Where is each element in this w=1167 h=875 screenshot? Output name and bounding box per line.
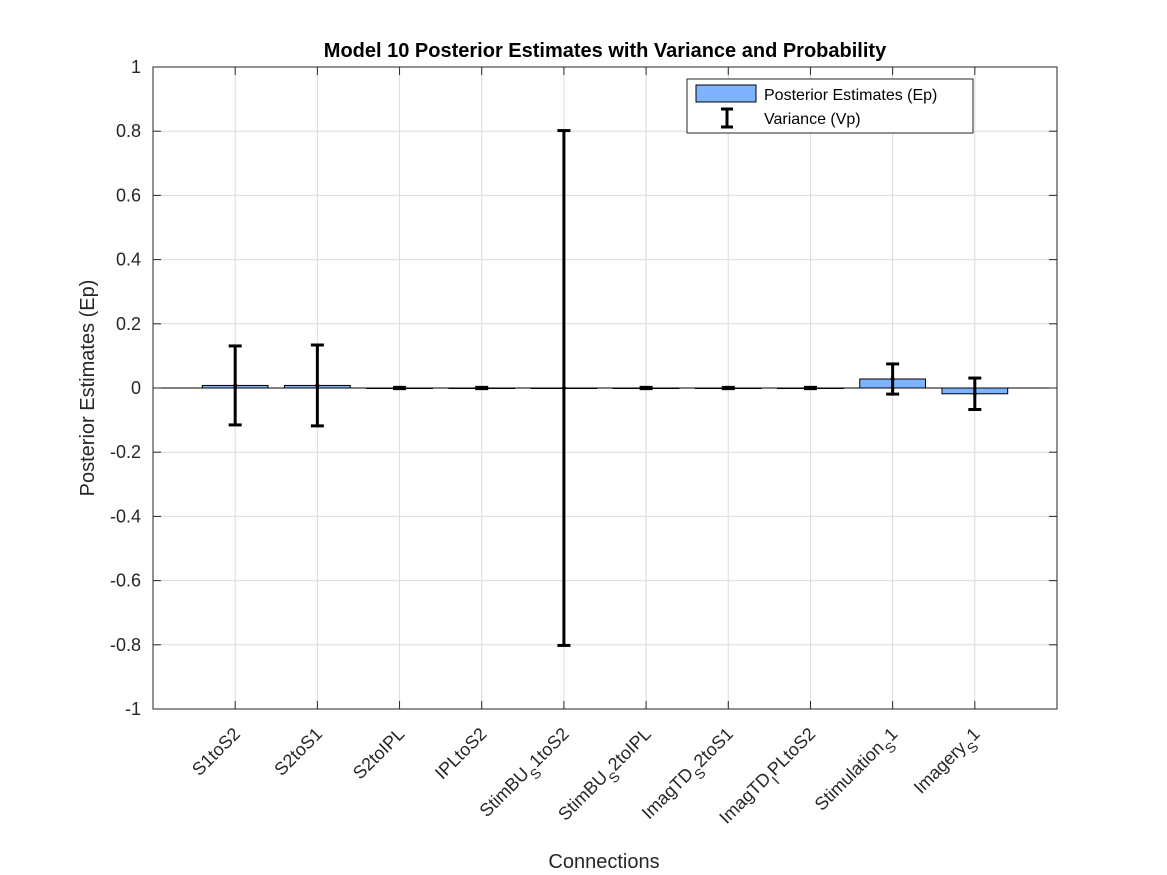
y-tick-label: -0.4 [110,506,141,526]
legend: Posterior Estimates (Ep) Variance (Vp) [686,78,974,134]
error-center-point [972,391,977,396]
y-tick-label: 0.4 [116,250,141,270]
error-center-point [808,386,813,390]
y-tick-label: -0.6 [110,571,141,591]
legend-swatch-ep [695,84,757,103]
y-tick-label: -1 [125,699,141,719]
y-axis-label: Posterior Estimates (Ep) [77,280,99,497]
error-center-point [726,386,731,390]
legend-label-ep: Posterior Estimates (Ep) [764,87,937,104]
y-tick-label: -0.2 [110,442,141,462]
error-center-point [561,386,566,390]
y-ticks: -1 -0.8 -0.6 -0.4 -0.2 0 0.2 0.4 0.6 0.8 1 [110,57,1057,719]
error-center-point [233,383,238,388]
legend-swatch-vp [721,107,733,129]
y-tick-label: 0.8 [116,121,141,141]
error-center-point [315,383,320,388]
legend-label-vp: Variance (Vp) [764,111,861,128]
error-center-point [644,386,649,390]
error-center-point [890,377,895,382]
error-bars [228,129,982,647]
y-tick-label: 1 [131,57,141,77]
chart-title: Model 10 Posterior Estimates with Varian… [324,40,887,62]
error-center-point [479,386,484,390]
x-axis-label: Connections [548,851,659,873]
y-tick-label: 0 [131,378,141,398]
error-center-point [397,386,402,390]
y-tick-label: 0.6 [116,185,141,205]
y-tick-label: -0.8 [110,635,141,655]
y-tick-label: 0.2 [116,314,141,334]
